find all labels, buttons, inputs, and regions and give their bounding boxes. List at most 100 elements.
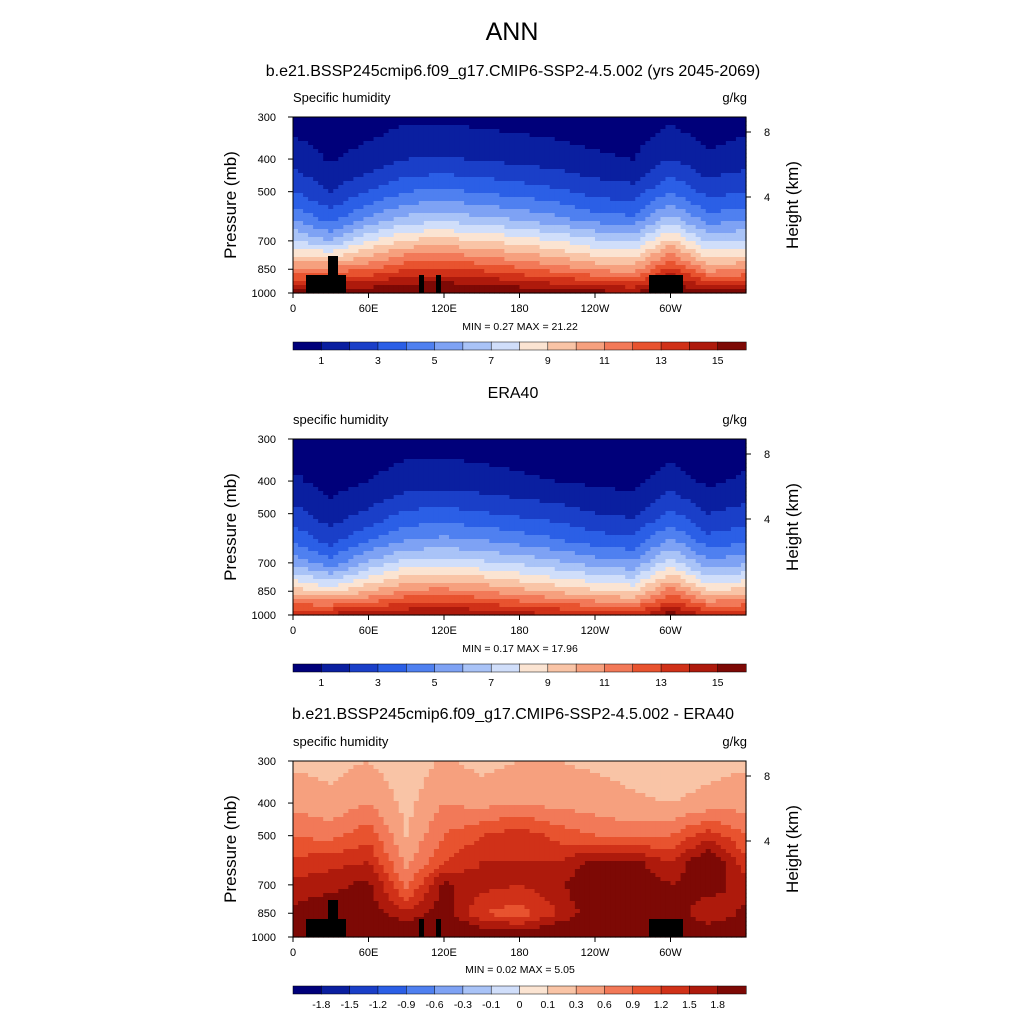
heatmap-cell — [413, 129, 420, 134]
heatmap-cell — [363, 281, 370, 286]
heatmap-cell — [428, 173, 435, 178]
heatmap-cell — [615, 237, 621, 242]
heatmap-cell — [534, 443, 541, 448]
heatmap-cell — [625, 145, 631, 150]
colorbar-label: 1 — [318, 355, 324, 367]
heatmap-cell — [695, 229, 702, 234]
heatmap-cell — [403, 273, 410, 278]
heatmap-cell — [554, 173, 561, 178]
heatmap-cell — [403, 475, 410, 480]
panel-1-variable-label: Specific humidity — [293, 90, 391, 105]
heatmap-cell — [303, 117, 309, 122]
heatmap-cell — [720, 189, 727, 194]
heatmap-cell — [413, 141, 420, 146]
heatmap-cell — [298, 455, 304, 460]
heatmap-cell — [323, 213, 329, 218]
heatmap-cell — [710, 241, 717, 246]
heatmap-cell — [620, 169, 626, 174]
heatmap-cell — [303, 241, 309, 246]
heatmap-cell — [368, 233, 375, 238]
heatmap-cell — [348, 479, 354, 484]
heatmap-cell — [519, 149, 526, 154]
heatmap-cell — [725, 463, 732, 468]
ytick-label: 700 — [258, 236, 276, 248]
heatmap-cell — [534, 157, 541, 162]
heatmap-cell — [474, 471, 480, 476]
heatmap-cell — [348, 451, 354, 456]
heatmap-cell — [584, 273, 591, 278]
heatmap-cell — [605, 181, 611, 186]
heatmap-cell — [373, 455, 380, 460]
heatmap-cell — [479, 455, 485, 460]
heatmap-cell — [308, 185, 314, 190]
panel-1-title: b.e21.BSSP245cmip6.f09_g17.CMIP6-SSP2-4.… — [265, 63, 761, 80]
heatmap-cell — [428, 253, 435, 258]
heatmap-cell — [428, 459, 435, 464]
heatmap-cell — [605, 129, 611, 134]
heatmap-cell — [358, 475, 365, 480]
heatmap-cell — [700, 265, 707, 270]
heatmap-cell — [579, 117, 586, 122]
heatmap-cell — [348, 229, 354, 234]
heatmap-cell — [534, 121, 541, 126]
heatmap-cell — [539, 471, 546, 476]
heatmap-cell — [509, 463, 516, 468]
heatmap-cell — [620, 451, 626, 456]
heatmap-cell — [710, 237, 717, 242]
heatmap-cell — [645, 157, 651, 162]
heatmap-cell — [454, 181, 460, 186]
heatmap-cell — [413, 233, 420, 238]
heatmap-cell — [620, 475, 626, 480]
heatmap-cell — [479, 241, 485, 246]
heatmap-cell — [710, 261, 717, 266]
heatmap-cell — [494, 285, 500, 290]
heatmap-cell — [318, 177, 324, 182]
heatmap-cell — [564, 117, 571, 122]
heatmap-cell — [449, 193, 455, 198]
heatmap-cell — [529, 157, 536, 162]
heatmap-cell — [378, 133, 385, 138]
heatmap-cell — [625, 475, 631, 480]
heatmap-cell — [373, 145, 380, 150]
heatmap-cell — [640, 463, 646, 468]
heatmap-cell — [630, 117, 636, 122]
heatmap-cell — [318, 129, 324, 134]
heatmap-cell — [625, 129, 631, 134]
heatmap-cell — [418, 173, 425, 178]
heatmap-cell — [534, 471, 541, 476]
heatmap-cell — [418, 261, 425, 266]
heatmap-cell — [605, 253, 611, 258]
heatmap-cell — [428, 443, 435, 448]
heatmap-cell — [579, 197, 586, 202]
heatmap-cell — [418, 129, 425, 134]
heatmap-cell — [680, 273, 687, 278]
heatmap-cell — [645, 161, 651, 166]
heatmap-cell — [459, 181, 465, 186]
heatmap-cell — [605, 471, 611, 476]
heatmap-cell — [378, 173, 385, 178]
heatmap-cell — [605, 447, 611, 452]
heatmap-cell — [338, 467, 344, 472]
heatmap-cell — [574, 165, 581, 170]
heatmap-cell — [554, 145, 561, 150]
heatmap-cell — [524, 229, 531, 234]
heatmap-cell — [700, 241, 707, 246]
heatmap-cell — [539, 443, 546, 448]
heatmap-cell — [720, 475, 727, 480]
heatmap-cell — [504, 455, 511, 460]
heatmap-cell — [363, 201, 370, 206]
heatmap-cell — [730, 221, 737, 226]
heatmap-cell — [640, 145, 646, 150]
heatmap-cell — [645, 257, 651, 262]
heatmap-cell — [353, 173, 360, 178]
panel-3-title: b.e21.BSSP245cmip6.f09_g17.CMIP6-SSP2-4.… — [291, 706, 735, 723]
heatmap-cell — [338, 153, 344, 158]
heatmap-cell — [549, 471, 556, 476]
heatmap-cell — [459, 455, 465, 460]
heatmap-cell — [353, 233, 360, 238]
heatmap-cell — [373, 281, 380, 286]
heatmap-cell — [680, 285, 687, 290]
heatmap-cell — [564, 233, 571, 238]
heatmap-cell — [464, 261, 470, 266]
heatmap-cell — [625, 455, 631, 460]
